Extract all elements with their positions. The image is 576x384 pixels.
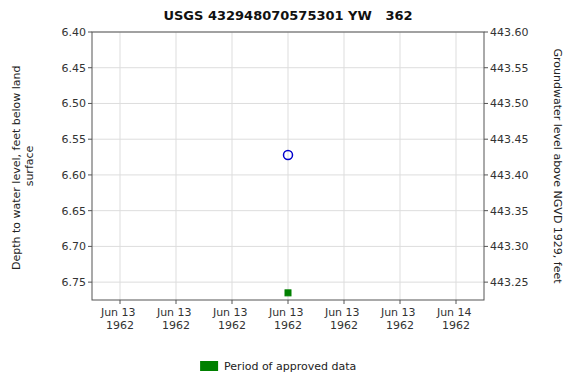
plot-frame: [92, 32, 484, 300]
grid: [92, 32, 484, 300]
tick-label: Jun 13 1962: [100, 306, 139, 332]
tick-label: 443.55: [490, 62, 529, 75]
grid-line: [176, 32, 177, 300]
tick-mark: [484, 103, 488, 104]
grid-line: [232, 32, 233, 300]
tick-mark: [484, 246, 488, 247]
tick-label: 6.50: [62, 97, 87, 110]
tick-mark: [484, 32, 488, 33]
tick-label: 443.45: [490, 133, 529, 146]
tick-mark: [288, 300, 289, 304]
tick-label: 443.25: [490, 276, 529, 289]
tick-label: Jun 13 1962: [380, 306, 419, 332]
tick-mark: [484, 210, 488, 211]
chart: 6.40 6.45 6.50 6.55 6.60 6.65 6.70 6.75 443.60 44…: [0, 0, 576, 384]
legend: Period of approved data: [200, 360, 356, 373]
tick-mark: [176, 300, 177, 304]
tick-mark: [88, 32, 92, 33]
tick-label: Jun 13 1962: [324, 306, 363, 332]
tick-label: 6.40: [62, 26, 87, 39]
tick-mark: [88, 139, 92, 140]
tick-mark: [456, 300, 457, 304]
tick-label: 443.30: [490, 240, 529, 253]
tick-mark: [484, 174, 488, 175]
tick-label: 443.40: [490, 169, 529, 182]
tick-mark: [344, 300, 345, 304]
tick-mark: [88, 282, 92, 283]
tick-label: Jun 13 1962: [212, 306, 251, 332]
tick-mark: [232, 300, 233, 304]
marks: [284, 150, 293, 295]
tick-mark: [120, 300, 121, 304]
tick-mark: [88, 103, 92, 104]
tick-label: Jun 13 1962: [156, 306, 195, 332]
tick-label: 6.70: [62, 240, 87, 253]
tick-label: 443.60: [490, 26, 529, 39]
tick-mark: [484, 67, 488, 68]
tick-label: Jun 14 1962: [436, 306, 475, 332]
grid-line: [344, 32, 345, 300]
point: [284, 150, 293, 159]
tick-mark: [484, 139, 488, 140]
grid-line: [288, 32, 289, 300]
tick-label: 6.75: [62, 276, 87, 289]
grid-line: [400, 32, 401, 300]
tick-label: 6.55: [62, 133, 87, 146]
title: USGS 432948070575301 YW 362: [163, 8, 412, 23]
point: [285, 290, 291, 296]
grid-line: [120, 32, 121, 300]
tick-mark: [88, 246, 92, 247]
grid-line: [456, 32, 457, 300]
y2-axis-label: Groundwater level above NGVD 1929, feet: [551, 48, 564, 284]
tick-label: 443.35: [490, 205, 529, 218]
tick-mark: [88, 210, 92, 211]
tick-label: 6.60: [62, 169, 87, 182]
tick-mark: [400, 300, 401, 304]
tick-label: 6.45: [62, 62, 87, 75]
legend-swatch: [200, 361, 218, 371]
y-axis-label: Depth to water level, feet below land su…: [10, 62, 36, 270]
tick-mark: [484, 282, 488, 283]
tick-label: 443.50: [490, 97, 529, 110]
tick-label: Jun 13 1962: [268, 306, 307, 332]
tick-mark: [88, 67, 92, 68]
tick-mark: [88, 174, 92, 175]
legend-label: Period of approved data: [224, 360, 356, 373]
tick-label: 6.65: [62, 205, 87, 218]
